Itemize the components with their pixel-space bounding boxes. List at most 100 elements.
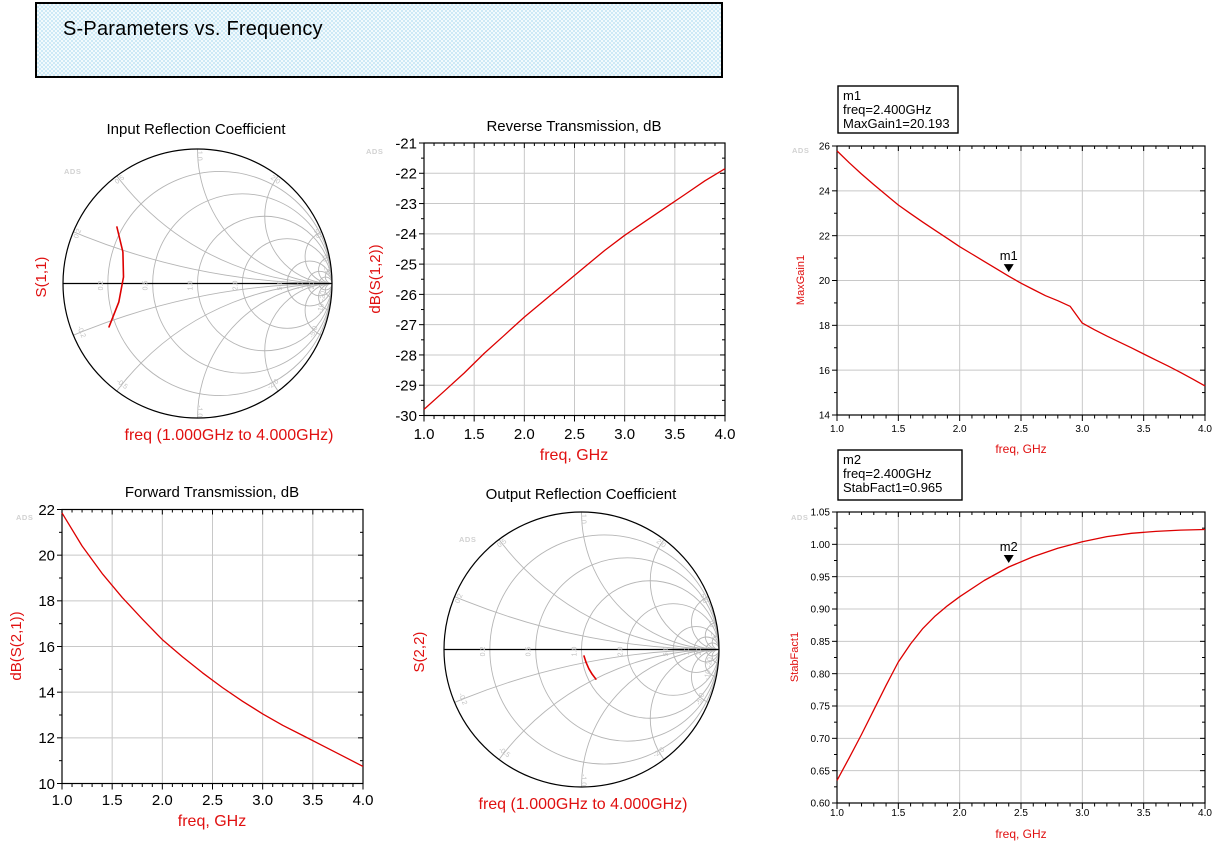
- x-tick-label: 2.0: [514, 426, 535, 443]
- ads-watermark: ADS: [16, 513, 33, 522]
- smith-reactance-label: -5.0: [695, 692, 706, 706]
- chart-s21_db[interactable]: 1.0 1.5 2.0 2.5 3.0 3.5 4.0 22 20 18 16 14 12 10 Forwa…: [8, 484, 373, 830]
- smith-resistance-label: 5.0: [277, 281, 284, 291]
- y-tick-label: 0.85: [811, 637, 831, 648]
- reactance-arc-bottom: [649, 649, 719, 787]
- y-tick-label: 0.90: [811, 605, 831, 616]
- reactance-arc-bottom: [711, 649, 719, 664]
- x-tick-label: 2.5: [564, 426, 585, 443]
- grid: [837, 512, 1205, 803]
- smith-reactance-label: 20: [322, 266, 330, 275]
- plot-frame: [836, 511, 1206, 804]
- y-tick-label: -25: [395, 257, 417, 274]
- chart-title: Output Reflection Coefficient: [486, 486, 677, 503]
- reactance-arc-top: [304, 229, 332, 284]
- smith-reactance-label: 2.0: [269, 174, 281, 186]
- y-tick-label: 22: [819, 231, 831, 242]
- y-tick-label: 14: [38, 685, 55, 702]
- smith-reactance-label: -0.5: [115, 378, 129, 391]
- y-axis-label: S(2,2): [411, 632, 428, 673]
- ads-watermark: ADS: [366, 147, 383, 156]
- chart-s11_smith[interactable]: 0.2 0.5 1.0 2.0 5.0 10 20 -0.2 -0.5 -1.0 -2.0 -5.0 -…: [0, 0, 1005, 860]
- y-tick-label: 0.60: [811, 799, 831, 810]
- reactance-arc-top: [63, 149, 332, 284]
- x-tick-label: 2.0: [953, 424, 967, 435]
- smith-resistance-label: 0.2: [480, 647, 487, 657]
- x-axis-label: freq, GHz: [540, 447, 608, 464]
- axis-ticks: [419, 142, 726, 422]
- smith-reactance-label: 5.0: [312, 228, 322, 240]
- smith-reactance-label: 20: [709, 632, 717, 641]
- x-tick-label: 1.0: [414, 426, 435, 443]
- x-tick-label: 1.0: [830, 808, 844, 819]
- smith-resistance-label: 0.5: [143, 281, 150, 291]
- smith-reactance-label: -0.2: [457, 692, 468, 706]
- marker-readout-line: m1: [843, 88, 861, 103]
- y-tick-label: 24: [819, 186, 831, 197]
- smith-outer-circle: [62, 148, 333, 419]
- smith-reactance-label: -10: [317, 303, 326, 314]
- chart-title: Input Reflection Coefficient: [107, 121, 287, 138]
- x-tick-label: 2.0: [953, 808, 967, 819]
- data-trace: [836, 150, 1206, 387]
- smith-reactance-label: -1.0: [196, 405, 203, 417]
- marker-readout-line: MaxGain1=20.193: [843, 116, 950, 131]
- y-tick-label: -21: [395, 135, 417, 152]
- x-tick-label: 2.5: [1014, 424, 1028, 435]
- smith-resistance-label: 2.0: [617, 647, 624, 657]
- y-tick-label: 14: [819, 411, 831, 422]
- smith-reactance-label: 0.5: [114, 174, 126, 186]
- smith-reactance-label: 1.0: [196, 151, 203, 161]
- reactance-arc-top: [444, 512, 719, 650]
- x-tick-label: 3.0: [614, 426, 635, 443]
- x-tick-label: 4.0: [1198, 808, 1212, 819]
- smith-reactance-label: -1.0: [580, 774, 587, 786]
- reactance-arc-top: [704, 621, 719, 650]
- x-tick-label: 3.5: [664, 426, 685, 443]
- page-title: S-Parameters vs. Frequency: [63, 18, 323, 40]
- x-tick-label: 4.0: [715, 426, 736, 443]
- plot-frame: [61, 508, 364, 785]
- x-tick-label: 1.0: [52, 792, 73, 809]
- chart-stabfact1[interactable]: 1.0 1.5 2.0 2.5 3.0 3.5 4.0 1.05 1.00 0.95 0.90 0.8…: [789, 449, 1212, 841]
- x-tick-label: 3.5: [302, 792, 323, 809]
- axis-ticks: [832, 511, 1206, 809]
- marker-label-m1: m1: [1000, 248, 1018, 263]
- reactance-arc-bottom: [444, 649, 719, 787]
- y-tick-label: -24: [395, 226, 417, 243]
- smith-reactance-label: 2.0: [655, 538, 667, 550]
- x-tick-label: 1.5: [891, 424, 905, 435]
- smith-reactance-label: 10: [320, 253, 328, 262]
- reactance-arc-bottom: [264, 283, 332, 418]
- marker-m1-triangle[interactable]: [1003, 264, 1014, 273]
- smith-resistance-label: 20: [696, 648, 703, 656]
- grid: [424, 143, 725, 416]
- smith-reactance-label: -0.2: [75, 325, 86, 339]
- y-tick-label: 1.05: [811, 508, 831, 519]
- smith-reactance-label: -5.0: [309, 325, 320, 339]
- chart-maxgain1[interactable]: 1.0 1.5 2.0 2.5 3.0 3.5 4.026242220181614m1m1f…: [792, 85, 1212, 456]
- marker-readout-line: freq=2.400GHz: [843, 102, 932, 117]
- y-axis-label: S(1,1): [33, 257, 50, 298]
- title-banner[interactable]: S-Parameters vs. Frequency: [35, 2, 723, 78]
- marker-readout-line: StabFact1=0.965: [843, 480, 942, 495]
- smith-resistance-label: 5.0: [663, 647, 670, 657]
- data-trace: [108, 226, 125, 328]
- reactance-arc-top: [197, 149, 332, 284]
- ads-watermark: ADS: [459, 535, 476, 544]
- chart-s22_smith[interactable]: 0.2 0.5 1.0 2.0 5.0 10 20 -0.2 -0.5 -1.0 -2.0 -5.0 -…: [32, 0, 1224, 860]
- smith-resistance-label: 10: [684, 648, 691, 656]
- smith-reactance-label: 5.0: [698, 593, 708, 605]
- reactance-arc-top: [649, 512, 719, 650]
- reactance-arc-bottom: [691, 649, 719, 705]
- x-tick-label: 2.5: [202, 792, 223, 809]
- marker-readout-line: m2: [843, 452, 861, 467]
- smith-reactance-label: 0.2: [73, 228, 83, 240]
- chart-s12_db[interactable]: 1.0 1.5 2.0 2.5 3.0 3.5 4.0 -21 -22 -23 -24 -25 -26 -…: [366, 118, 735, 464]
- smith-resistance-label: 0.2: [98, 281, 105, 291]
- marker-m2-triangle[interactable]: [1003, 554, 1014, 563]
- smith-resistance-label: 2.0: [232, 281, 239, 291]
